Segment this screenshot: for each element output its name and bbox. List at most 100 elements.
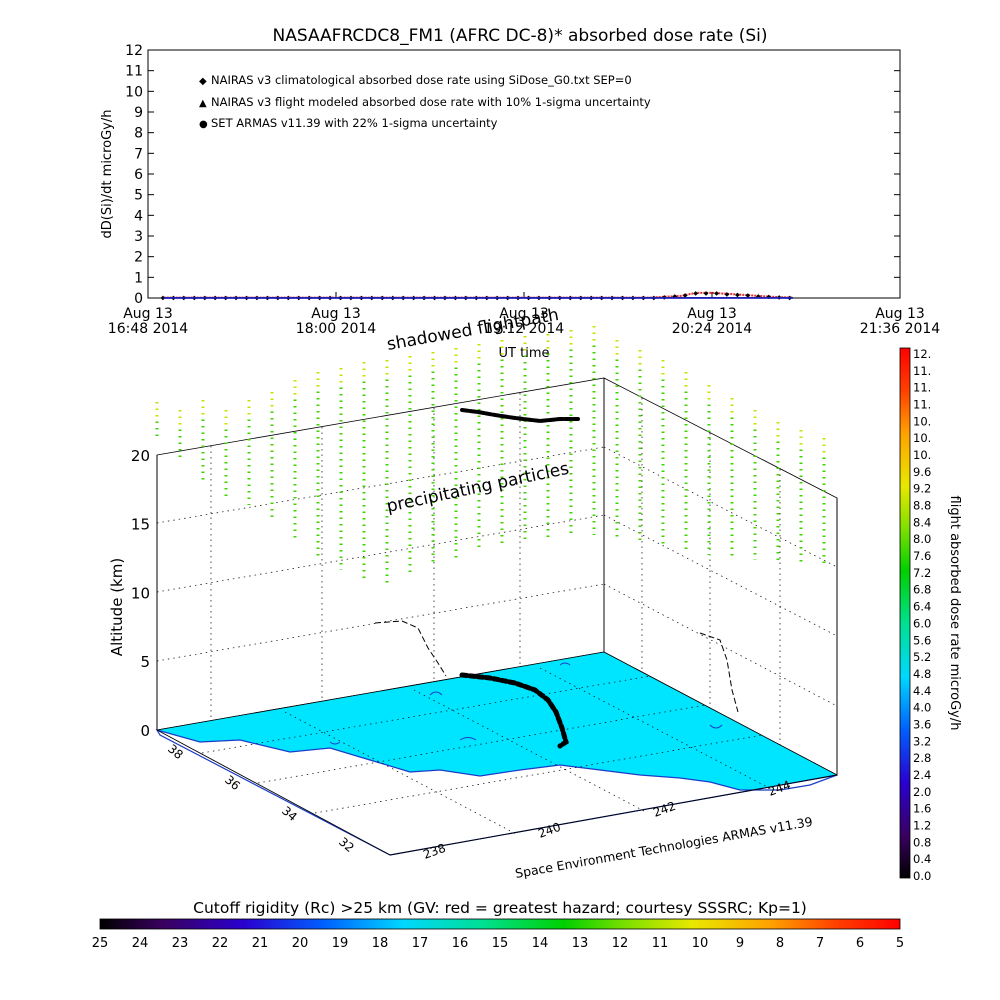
precipitating-particles-field — [155, 326, 826, 585]
cutoff-rigidity-tick: 17 — [412, 936, 429, 951]
cutoff-rigidity-tick: 23 — [172, 936, 189, 951]
x-tick-time: 18:00 2014 — [296, 321, 377, 337]
x-tick-date: Aug 13 — [875, 306, 925, 322]
dose-rate-colorbar-tick: 9.2 — [913, 482, 931, 496]
cutoff-rigidity-tick: 14 — [532, 936, 549, 951]
legend-entry-flight-modeled: NAIRAS v3 flight modeled absorbed dose r… — [211, 95, 651, 109]
cutoff-rigidity-tick: 8 — [776, 936, 784, 951]
dose-rate-colorbar-tick: 9.6 — [913, 465, 931, 479]
legend-entry-armas: SET ARMAS v11.39 with 22% 1-sigma uncert… — [211, 116, 498, 130]
dose-rate-colorbar-tick: 6.8 — [913, 583, 931, 597]
flight-track-ground — [459, 672, 569, 749]
dose-rate-colorbar-tick: 4.0 — [913, 701, 931, 715]
coastline-land — [155, 729, 838, 856]
gridline — [156, 514, 605, 593]
dose-rate-colorbar-tick: 3.2 — [913, 734, 931, 748]
dose-rate-colorbar-tick: 0.8 — [913, 835, 931, 849]
dose-rate-colorbar-tick: 5.6 — [913, 633, 931, 647]
x-axis-label: UT time — [499, 346, 550, 361]
series-point: ◆ — [714, 290, 719, 297]
dose-rate-colorbar-tick: 8.4 — [913, 515, 931, 529]
dose-rate-colorbar-tick: 5.2 — [913, 650, 931, 664]
flight-track-altitude — [460, 408, 580, 424]
dose-rate-colorbar-tick: 0.4 — [913, 852, 931, 866]
cutoff-rigidity-tick: 12 — [612, 936, 629, 951]
altitude-tick-label: 15 — [131, 516, 150, 534]
y-tick-label: 10 — [125, 84, 143, 100]
annotation-precipitating-particles: precipitating particles — [385, 459, 571, 517]
x-tick-time: 16:48 2014 — [108, 321, 189, 337]
y-tick-label: 11 — [125, 64, 143, 80]
altitude-tick-label: 20 — [131, 447, 150, 465]
y-tick-label: 1 — [134, 270, 143, 286]
gridline — [257, 704, 706, 784]
dose-rate-colorbar-label: flight absorbed dose rate microGy/h — [947, 496, 962, 731]
x-tick-time: 20:24 2014 — [672, 321, 753, 337]
legend-entry-climatological: NAIRAS v3 climatological absorbed dose r… — [211, 73, 632, 87]
y-tick-label: 5 — [134, 188, 143, 204]
cutoff-rigidity-tick: 19 — [332, 936, 349, 951]
cutoff-rigidity-tick: 21 — [252, 936, 269, 951]
cutoff-rigidity-tick: 22 — [212, 936, 229, 951]
dose-rate-colorbar-tick: 8.8 — [913, 499, 931, 513]
dose-rate-colorbar-tick: 11. — [913, 398, 931, 412]
dose-rate-colorbar-tick: 12. — [913, 347, 931, 361]
cutoff-rigidity-tick: 10 — [692, 936, 709, 951]
y-axis-label: dD(Si)/dt microGy/h — [100, 110, 115, 239]
dose-rate-colorbar-tick: 4.4 — [913, 684, 931, 698]
series-point: ◆ — [683, 292, 688, 299]
altitude-tick-label: 10 — [131, 584, 150, 602]
dose-rate-colorbar-tick: 7.2 — [913, 566, 931, 580]
dose-rate-colorbar-tick: 1.6 — [913, 802, 931, 816]
dose-rate-colorbar-tick: 2.0 — [913, 785, 931, 799]
dose-rate-colorbar-tick: 8.0 — [913, 532, 931, 546]
altitude-ticks: 0 5 10 15 20 — [131, 447, 150, 740]
cutoff-rigidity-tick: 18 — [372, 936, 389, 951]
series-point: ◆ — [161, 295, 166, 302]
cutoff-rigidity-tick: 16 — [452, 936, 469, 951]
cutoff-rigidity-tick: 24 — [132, 936, 149, 951]
y-tick-label: 2 — [134, 250, 143, 266]
x-tick-time: 21:36 2014 — [860, 321, 941, 337]
y-tick-label: 12 — [125, 43, 143, 59]
y-tick-label: 6 — [134, 167, 143, 183]
shadowed-flight-path-right — [699, 632, 739, 713]
legend-marker-armas: ● — [199, 119, 208, 130]
dose-rate-colorbar-tick: 11. — [913, 381, 931, 395]
x-tick-date: Aug 13 — [687, 306, 737, 322]
cutoff-rigidity-tick: 6 — [856, 936, 864, 951]
series-point: ◆ — [756, 293, 761, 300]
contour-mark — [329, 741, 341, 745]
y-tick-label: 8 — [134, 126, 143, 142]
lat-axis-line — [156, 729, 391, 856]
y-tick-label: 9 — [134, 105, 143, 121]
series-lines: ◆ ◆ ◆ ◆ ◆ ◆ ◆ ◆ ◆ ◆ ◆ ◆ ◆ ◆ ◆ ◆ ◆ ◆ ◆ ◆ ◆ ◆ ◆ ◆ ◆ ◆ ◆ ◆ ◆ ◆ ◆ ◆ ◆ ◆ ◆ ◆ ◆ ◆ ◆ ◆… — [161, 290, 793, 302]
y-tick-label: 0 — [134, 291, 143, 307]
cutoff-rigidity-colorbar — [99, 918, 901, 930]
plot-frame — [147, 49, 901, 299]
dose-rate-colorbar-tick: 4.8 — [913, 667, 931, 681]
dose-rate-colorbar-tick: 0.0 — [913, 869, 931, 883]
latitude-tick-label: 32 — [336, 835, 357, 856]
legend-marker-climatological: ◆ — [199, 76, 207, 87]
x-tick-date: Aug 13 — [499, 306, 549, 322]
cutoff-rigidity-tick: 15 — [492, 936, 509, 951]
cutoff-rigidity-tick: 7 — [816, 936, 824, 951]
cutoff-rigidity-tick: 9 — [736, 936, 744, 951]
y-tick-label: 7 — [134, 146, 143, 162]
y-tick-label: 3 — [134, 229, 143, 245]
x-tick-time: 19:12 2014 — [484, 321, 565, 337]
dose-rate-colorbar-tick: 1.2 — [913, 818, 931, 832]
chart-title: NASAAFRCDC8_FM1 (AFRC DC-8)* absorbed do… — [273, 26, 768, 46]
series-point: ◆ — [704, 290, 709, 297]
cutoff-rigidity-tick: 13 — [572, 936, 589, 951]
gridline — [156, 446, 605, 524]
dose-rate-colorbar-tick: 2.4 — [913, 768, 931, 782]
cutoff-rigidity-tick: 11 — [652, 936, 669, 951]
series-point: ◆ — [672, 293, 677, 300]
series-0: ◆ ◆ ◆ ◆ ◆ ◆ ◆ ◆ ◆ ◆ ◆ ◆ ◆ ◆ ◆ ◆ ◆ ◆ ◆ ◆ ◆ ◆ ◆ ◆ ◆ ◆ ◆ ◆ ◆ ◆ ◆ ◆ ◆ ◆ ◆ ◆ ◆ ◆ ◆ ◆… — [161, 290, 793, 302]
dose-rate-colorbar-tick: 10. — [913, 414, 931, 428]
contour-mark — [559, 662, 571, 666]
